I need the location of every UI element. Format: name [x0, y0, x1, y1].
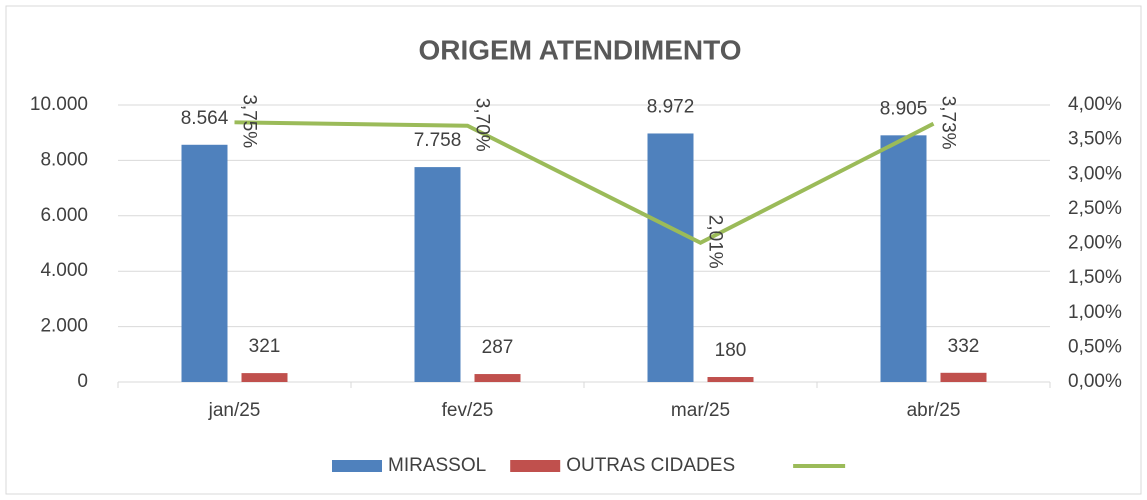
y2-tick-label: 0,50% — [1068, 336, 1122, 357]
data-label: 7.758 — [414, 130, 462, 151]
x-tick-label: jan/25 — [208, 400, 261, 421]
line — [234, 120, 935, 246]
bar — [241, 373, 288, 382]
x-tick-label: abr/25 — [907, 400, 961, 421]
data-label: 8.905 — [880, 98, 928, 119]
y-tick-label: 6.000 — [40, 205, 88, 226]
legend-swatch — [510, 460, 561, 472]
y2-tick-label: 0,00% — [1068, 371, 1122, 392]
bar — [707, 377, 754, 382]
y2-tick-label: 3,00% — [1068, 163, 1122, 184]
data-label: 8.972 — [647, 96, 695, 117]
bar — [880, 135, 927, 382]
y-tick-label: 10.000 — [30, 94, 88, 115]
x-tick-label: mar/25 — [671, 400, 730, 421]
legend-label: MIRASSOL — [388, 455, 486, 476]
data-label: 287 — [482, 337, 514, 358]
legend-label: OUTRAS CIDADES — [566, 455, 735, 476]
line-data-label: 3,75% — [238, 94, 259, 148]
data-label: 321 — [249, 336, 281, 357]
y-tick-label: 4.000 — [40, 260, 88, 281]
y-tick-label: 2.000 — [40, 316, 88, 337]
chart-border — [5, 5, 1142, 495]
y-tick-label: 0 — [77, 371, 88, 392]
chart-title: ORIGEM ATENDIMENTO — [418, 34, 741, 65]
bar — [474, 374, 521, 382]
y2-tick-label: 1,50% — [1068, 267, 1122, 288]
data-label: 180 — [715, 340, 747, 361]
y-tick-label: 8.000 — [40, 149, 88, 170]
bar — [940, 372, 987, 382]
bar — [647, 133, 694, 382]
legend-swatch — [332, 460, 382, 472]
x-tick-label: fev/25 — [442, 400, 494, 421]
y2-tick-label: 2,00% — [1068, 233, 1122, 254]
data-label: 8.564 — [181, 108, 229, 129]
y2-tick-label: 2,50% — [1068, 198, 1122, 219]
bar — [181, 144, 228, 382]
y2-tick-label: 3,50% — [1068, 129, 1122, 150]
line-data-label: 3,73% — [937, 96, 958, 150]
y2-tick-label: 1,00% — [1068, 302, 1122, 323]
y2-tick-label: 4,00% — [1068, 94, 1122, 115]
line-data-label: 2,01% — [704, 215, 725, 269]
bar — [414, 167, 461, 382]
line-data-label: 3,70% — [471, 98, 492, 152]
data-label: 332 — [948, 336, 980, 357]
